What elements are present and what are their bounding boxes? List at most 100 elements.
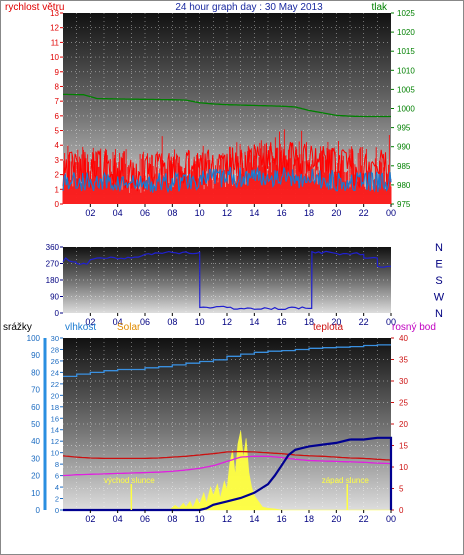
y-tick-label: 15 bbox=[399, 442, 408, 451]
series-pressure bbox=[63, 93, 391, 118]
y-tick-label: 985 bbox=[397, 162, 411, 171]
y-tick-label: 28 bbox=[51, 345, 59, 354]
x-tick-label: 14 bbox=[249, 514, 259, 524]
x-tick-label: 10 bbox=[195, 514, 205, 524]
y-tick-label: 22 bbox=[51, 380, 59, 389]
y-tick-label: 90 bbox=[50, 293, 59, 302]
y-tick-label: 14 bbox=[51, 426, 59, 435]
y-tick-label: 20 bbox=[399, 420, 408, 429]
y-tick-label: 100 bbox=[27, 334, 41, 343]
y-tick-label: 4 bbox=[55, 141, 60, 150]
y-tick-label: 12 bbox=[50, 24, 59, 33]
y-tick-label: 180 bbox=[46, 276, 60, 285]
y-tick-label: 1015 bbox=[397, 47, 415, 56]
x-tick-label: 12 bbox=[222, 317, 232, 327]
y-tick-label: 60 bbox=[31, 403, 40, 412]
series-dew-point bbox=[62, 455, 392, 477]
y-tick-label: 20 bbox=[31, 472, 40, 481]
wind-left-label: rychlost větru bbox=[5, 2, 64, 13]
y-tick-label: 12 bbox=[51, 437, 59, 446]
x-tick-label: 16 bbox=[277, 208, 287, 218]
x-tick-label: 02 bbox=[85, 514, 95, 524]
series-rain bbox=[63, 436, 393, 512]
compass-label: S bbox=[435, 275, 442, 287]
sunset-label: západ slunce bbox=[322, 476, 370, 485]
y-tick-label: 0 bbox=[55, 506, 59, 515]
y-tick-label: 0 bbox=[36, 506, 41, 515]
y-tick-label: 0 bbox=[55, 309, 60, 318]
series-temperature bbox=[62, 450, 392, 461]
x-tick-label: 04 bbox=[113, 208, 123, 218]
y-tick-label: 90 bbox=[31, 351, 40, 360]
compass-label: N bbox=[435, 242, 443, 254]
x-tick-label: 12 bbox=[222, 208, 232, 218]
series-humidity bbox=[63, 344, 391, 378]
y-tick-label: 10 bbox=[399, 463, 408, 472]
y-tick-label: 70 bbox=[31, 386, 40, 395]
y-tick-label: 18 bbox=[51, 403, 59, 412]
y-tick-label: 5 bbox=[55, 127, 60, 136]
y-tick-label: 7 bbox=[55, 97, 60, 106]
chart-title: 24 hour graph day : 30 May 2013 bbox=[175, 2, 323, 13]
y-tick-label: 0 bbox=[399, 506, 404, 515]
x-tick-label: 00 bbox=[386, 208, 396, 218]
y-tick-label: 6 bbox=[55, 112, 60, 121]
y-tick-label: 16 bbox=[51, 414, 59, 423]
x-tick-label: 14 bbox=[249, 317, 259, 327]
x-tick-label: 02 bbox=[85, 208, 95, 218]
compass-label: E bbox=[435, 259, 442, 271]
y-tick-label: 2 bbox=[55, 495, 59, 504]
x-tick-label: 08 bbox=[167, 317, 177, 327]
y-tick-label: 11 bbox=[51, 38, 60, 47]
y-tick-label: 3 bbox=[55, 156, 60, 165]
y-tick-label: 980 bbox=[397, 181, 411, 190]
x-tick-label: 20 bbox=[331, 514, 341, 524]
x-tick-label: 16 bbox=[277, 317, 287, 327]
x-tick-label: 06 bbox=[140, 208, 150, 218]
x-tick-label: 00 bbox=[386, 317, 396, 327]
y-tick-label: 10 bbox=[51, 449, 59, 458]
x-tick-label: 00 bbox=[386, 514, 396, 524]
x-tick-label: 08 bbox=[167, 514, 177, 524]
y-tick-label: 6 bbox=[55, 472, 59, 481]
rain-label: srážky bbox=[3, 322, 32, 333]
x-tick-label: 04 bbox=[113, 514, 123, 524]
y-tick-label: 13 bbox=[50, 9, 59, 18]
x-tick-label: 18 bbox=[304, 208, 314, 218]
x-tick-label: 20 bbox=[331, 317, 341, 327]
y-tick-label: 10 bbox=[50, 53, 59, 62]
x-tick-label: 12 bbox=[222, 514, 232, 524]
y-tick-label: 1010 bbox=[397, 66, 415, 75]
x-tick-label: 10 bbox=[195, 208, 205, 218]
temp-label: teplota bbox=[313, 322, 343, 333]
x-tick-label: 18 bbox=[304, 514, 314, 524]
series-wind-average bbox=[62, 167, 392, 194]
x-tick-label: 10 bbox=[195, 317, 205, 327]
y-tick-label: 995 bbox=[397, 124, 411, 133]
y-tick-label: 270 bbox=[46, 260, 60, 269]
y-tick-label: 30 bbox=[51, 334, 59, 343]
x-tick-label: 22 bbox=[359, 208, 369, 218]
y-tick-label: 5 bbox=[399, 485, 404, 494]
y-tick-label: 990 bbox=[397, 143, 411, 152]
y-tick-label: 9 bbox=[55, 68, 60, 77]
series-solar bbox=[63, 430, 391, 511]
x-tick-label: 06 bbox=[140, 317, 150, 327]
solar-label: Solar bbox=[117, 322, 141, 333]
y-tick-label: 1 bbox=[55, 185, 60, 194]
y-tick-label: 40 bbox=[31, 437, 40, 446]
x-tick-label: 02 bbox=[85, 317, 95, 327]
wind-speed-line bbox=[62, 141, 392, 192]
x-tick-label: 14 bbox=[249, 208, 259, 218]
y-tick-label: 25 bbox=[399, 399, 408, 408]
x-tick-label: 20 bbox=[331, 208, 341, 218]
x-tick-label: 18 bbox=[304, 317, 314, 327]
y-tick-label: 975 bbox=[397, 200, 411, 209]
y-tick-label: 30 bbox=[31, 454, 40, 463]
y-tick-label: 10 bbox=[31, 489, 40, 498]
y-tick-label: 0 bbox=[55, 200, 60, 209]
y-tick-label: 40 bbox=[399, 334, 408, 343]
x-tick-label: 06 bbox=[140, 514, 150, 524]
y-tick-label: 8 bbox=[55, 460, 59, 469]
